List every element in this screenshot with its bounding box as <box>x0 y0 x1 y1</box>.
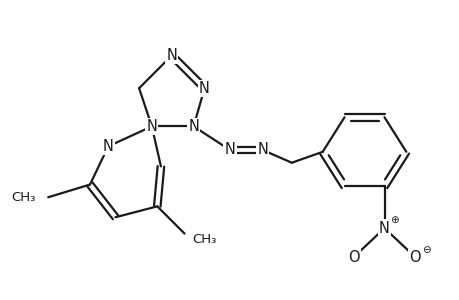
Text: N: N <box>146 119 157 134</box>
Text: CH₃: CH₃ <box>11 191 35 204</box>
Text: N: N <box>102 139 113 154</box>
Text: O: O <box>409 250 420 265</box>
Text: N: N <box>146 119 157 134</box>
Text: CH₃: CH₃ <box>191 232 216 246</box>
Text: O: O <box>347 250 358 265</box>
Text: N: N <box>188 119 199 134</box>
Text: N: N <box>224 142 235 158</box>
Text: ⊕: ⊕ <box>390 215 398 225</box>
Text: N: N <box>378 221 389 236</box>
Text: N: N <box>199 81 209 96</box>
Text: N: N <box>166 48 177 63</box>
Text: N: N <box>257 142 268 158</box>
Text: ⊖: ⊖ <box>421 245 430 255</box>
Text: N: N <box>166 48 177 63</box>
